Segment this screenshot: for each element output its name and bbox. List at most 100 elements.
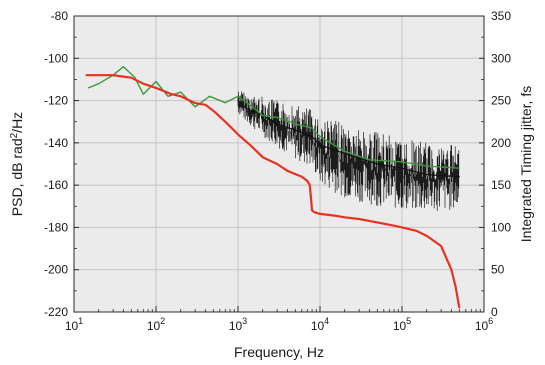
data-point-red [333,215,335,217]
x-tick-label-exp: 4 [324,316,329,326]
data-point-red [426,235,428,237]
series-green [87,66,460,169]
data-point-red [455,286,457,288]
series-red [85,74,461,309]
data-point-green [344,150,346,152]
x-tick-label: 106 [475,316,493,333]
data-point-red [458,307,460,309]
data-point-red [130,77,132,79]
data-point-red [169,93,171,95]
data-point-red [194,102,196,104]
data-point-black [344,152,346,154]
data-point-red [155,87,157,89]
y-axis-right-label: Integrated Timing jitter, fs [518,86,534,242]
data-point-green [458,167,460,169]
series-line-red [86,74,461,308]
data-point-black [458,176,460,178]
x-axis: 101 102 103 104 105 106 [65,306,493,333]
data-point-red [142,83,144,85]
y-axis-left-label: PSD, dB rad2/Hz [9,112,25,216]
data-point-green [276,116,278,119]
y-left-tick-label: -100 [44,51,68,65]
data-point-green [194,106,196,108]
x-tick-label: 104 [311,316,329,333]
data-point-red [276,163,278,165]
series-line-black [237,100,460,178]
data-point-black [294,129,296,131]
data-point-red [309,184,311,186]
data-point-black [401,167,403,169]
data-point-green [319,135,321,138]
y-right-tick-label: 250 [491,94,511,108]
data-point-green [237,95,239,97]
data-point-red [301,176,303,178]
data-point-green [98,83,100,85]
x-tick-label-exp: 2 [160,316,165,326]
data-point-green [155,80,157,83]
data-point-red [393,225,395,227]
data-point-red [311,209,313,212]
series-layer [85,66,461,309]
y-axis-left-label-tail: /Hz [9,112,25,133]
x-tick-label-base: 10 [229,319,243,333]
data-point-red [204,104,206,106]
y-right-tick-label: 100 [491,220,511,234]
x-tick-label: 101 [65,316,83,333]
y-right-tick-label: 300 [491,51,511,65]
data-point-red [415,230,417,232]
data-point-red [212,110,214,112]
data-point-red [319,213,321,215]
data-point-green [426,165,428,167]
data-point-red [180,95,182,97]
data-point-black [376,163,378,165]
data-point-red [450,269,452,271]
data-point-red [262,156,264,158]
data-point-green [311,127,313,129]
data-point-black [426,174,428,176]
y-left-tick-label: -80 [51,9,69,23]
data-point-red [85,74,87,76]
x-tick-label-exp: 1 [78,316,83,326]
data-point-red [224,121,226,123]
series-line-green [88,66,460,169]
y-left-tick-label: -160 [44,178,68,192]
data-point-red [98,74,100,76]
y-right-tick-label: 150 [491,178,511,192]
y-left-tick-label: -140 [44,136,68,150]
data-point-green [251,106,253,108]
data-point-green [87,87,89,89]
y-axis-right: 350 300 250 200 150 100 50 0 [479,9,511,319]
data-point-red [376,221,378,223]
data-point-green [401,161,403,163]
data-point-red [440,245,442,247]
y-right-tick-label: 200 [491,136,511,150]
data-point-green [134,76,136,78]
y-axis-left-label-text: PSD, dB rad [9,138,25,216]
data-point-red [251,146,253,148]
y-left-tick-label: -220 [44,305,68,319]
y-right-tick-label: 0 [491,305,498,319]
y-axis-left-label-sup: 2 [9,132,20,138]
x-tick-label-base: 10 [393,319,407,333]
x-tick-label-base: 10 [311,319,325,333]
data-point-red [306,180,308,182]
y-left-tick-label: -120 [44,94,68,108]
data-point-green [167,95,169,97]
data-point-black [311,135,313,138]
data-point-red [294,173,296,175]
x-tick-label: 105 [393,316,411,333]
x-tick-label-base: 10 [147,319,161,333]
data-point-red [112,74,114,76]
y-left-tick-label: -200 [44,263,68,277]
data-point-green [180,91,182,93]
data-point-red [237,133,239,135]
data-point-red [313,211,315,213]
data-point-green [142,93,144,95]
series-black [237,91,460,211]
data-point-red [344,216,346,218]
data-point-black [319,144,321,146]
data-point-green [224,102,226,104]
x-tick-label-base: 10 [65,319,79,333]
y-right-tick-label: 350 [491,9,511,23]
